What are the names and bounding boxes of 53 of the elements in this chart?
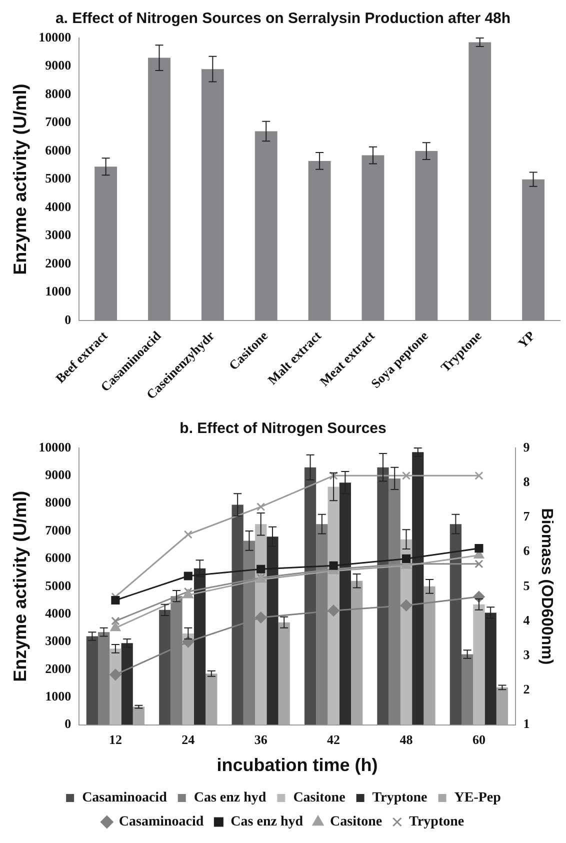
- y-tick-label: 2000: [45, 660, 72, 676]
- y-tick-label: 0: [64, 312, 72, 327]
- y-tick-label: 0: [64, 716, 72, 732]
- y-axis-title: Enzyme activity (U/ml): [10, 490, 30, 682]
- legend-label: Casaminoacid: [118, 814, 204, 830]
- chart-title: b. Effect of Nitrogen Sources: [180, 420, 386, 438]
- y-tick-label: 8000: [45, 86, 72, 101]
- y2-tick-label: 8: [523, 474, 530, 489]
- x-tick-label: YP: [514, 328, 538, 351]
- y-tick-label: 5000: [45, 578, 72, 593]
- y-tick-label: 4000: [45, 605, 72, 620]
- y-tick-label: 2000: [45, 255, 72, 270]
- x-axis-title: incubation time (h): [216, 755, 378, 776]
- y-tick-label: 8000: [45, 494, 72, 510]
- y-tick-label: 10000: [38, 29, 72, 44]
- legend-label: YE-Pep: [454, 790, 502, 806]
- chart-title: a. Effect of Nitrogen Sources on Serralysin Production after 48h: [55, 10, 511, 28]
- y2-tick-label: 9: [523, 439, 530, 454]
- x-tick-label: 42: [327, 732, 340, 747]
- y2-tick-label: 4: [523, 612, 530, 628]
- y-tick-label: 1000: [45, 284, 72, 299]
- x-tick-label: 48: [400, 732, 414, 747]
- y2-tick-label: 5: [523, 578, 530, 593]
- y-tick-label: 1000: [45, 688, 72, 704]
- y2-tick-label: 6: [523, 543, 530, 558]
- y2-tick-label: 2: [523, 682, 530, 697]
- y-tick-label: 7000: [45, 522, 72, 538]
- y-tick-label: 5000: [45, 170, 72, 186]
- legend-label: Cas enz hyd: [194, 790, 266, 806]
- y-tick-label: 3000: [45, 633, 72, 648]
- legend-label: Casitone: [293, 790, 346, 806]
- y-tick-label: 6000: [45, 142, 72, 158]
- y-tick-label: 10000: [38, 439, 72, 454]
- legend-label: Tryptone: [372, 790, 428, 806]
- y2-tick-label: 3: [523, 646, 530, 662]
- legend-label: Tryptone: [409, 814, 464, 830]
- y-tick-label: 9000: [45, 467, 72, 482]
- y2-tick-label: 7: [523, 508, 530, 524]
- y-tick-label: 4000: [45, 198, 72, 214]
- legend-label: Casitone: [330, 814, 382, 830]
- y2-tick-label: 1: [523, 716, 530, 732]
- x-tick-label: 60: [472, 732, 486, 747]
- y-axis-title: Enzyme activity (U/ml): [10, 84, 30, 275]
- x-tick-label: 12: [108, 732, 122, 747]
- y-tick-label: 7000: [45, 114, 72, 130]
- y2-axis-title: Biomass (OD600nm): [538, 508, 555, 665]
- x-tick-label: 36: [254, 732, 268, 747]
- legend-label: Cas enz hyd: [230, 814, 304, 830]
- y-tick-label: 3000: [45, 227, 72, 242]
- x-tick-label: 24: [182, 732, 196, 747]
- legend-label: Casaminoacid: [82, 790, 168, 806]
- y-tick-label: 9000: [45, 58, 72, 73]
- y-tick-label: 6000: [45, 550, 72, 566]
